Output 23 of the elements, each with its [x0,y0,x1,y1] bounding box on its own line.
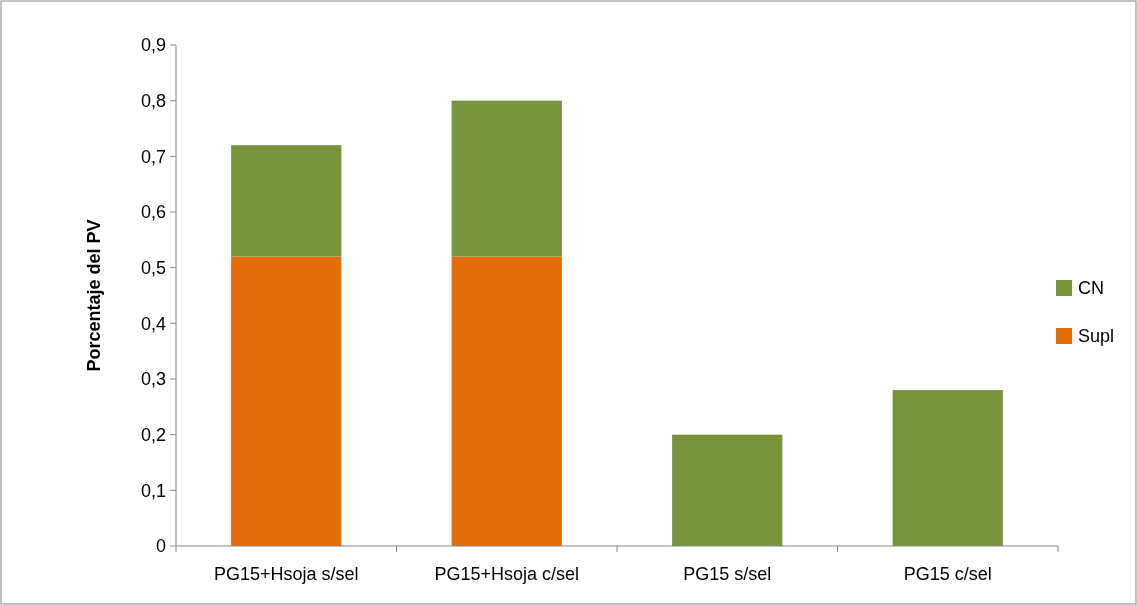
y-tick-label: 0,9 [140,35,166,56]
legend-label: CN [1078,278,1104,299]
bar [892,390,1003,546]
x-tick-label: PG15 s/sel [683,564,772,584]
bar [231,256,342,546]
y-tick-label: 0 [155,536,166,557]
x-tick-label: PG15+Hsoja c/sel [434,564,580,584]
y-tick-label: 0,5 [140,257,166,278]
y-tick-label: 0,7 [140,146,166,167]
y-tick-label: 0,6 [140,202,166,223]
y-axis-title: Porcentaje del PV [84,219,104,372]
x-tick-label: PG15 c/sel [903,564,992,584]
y-tick-label: 0,2 [140,424,166,445]
bar [231,145,342,257]
bar [451,256,562,546]
y-tick-label: 0,4 [140,313,166,334]
x-tick-label: PG15+Hsoja s/sel [213,564,359,584]
y-tick-label: 0,1 [140,480,166,501]
bar [672,434,783,546]
legend-label: Supl [1078,326,1115,347]
bar [451,100,562,257]
y-tick-label: 0,3 [140,369,166,390]
y-tick-label: 0,8 [140,90,166,111]
